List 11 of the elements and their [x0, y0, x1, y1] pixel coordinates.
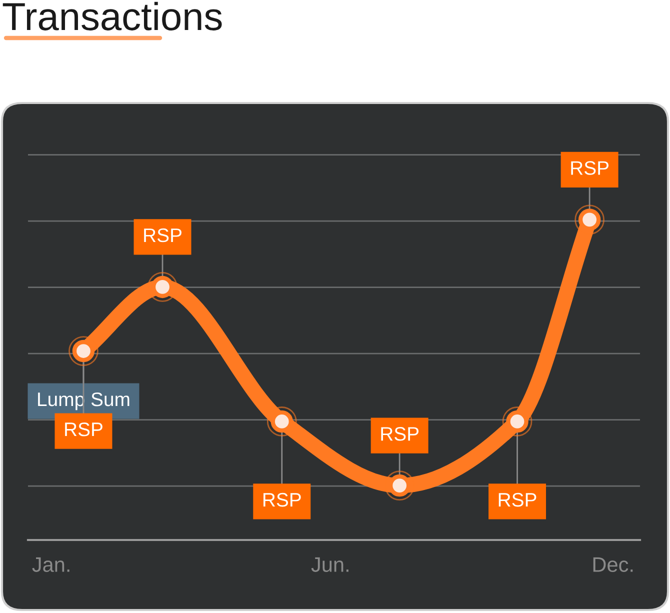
chart-title: Transactions — [2, 2, 222, 30]
annotation: Lump Sum — [38, 392, 130, 410]
annotation: RSP — [65, 422, 102, 436]
x-tick-label: Jan. — [32, 557, 70, 572]
x-tick-label: Dec. — [593, 557, 633, 572]
x-tick-label: Jun. — [311, 557, 348, 572]
annotation: RSP — [381, 426, 419, 441]
annotation: RSP — [263, 492, 301, 507]
annotation: RSP — [144, 228, 182, 242]
annotation: RSP — [498, 492, 536, 507]
annotation: RSP — [571, 161, 609, 175]
